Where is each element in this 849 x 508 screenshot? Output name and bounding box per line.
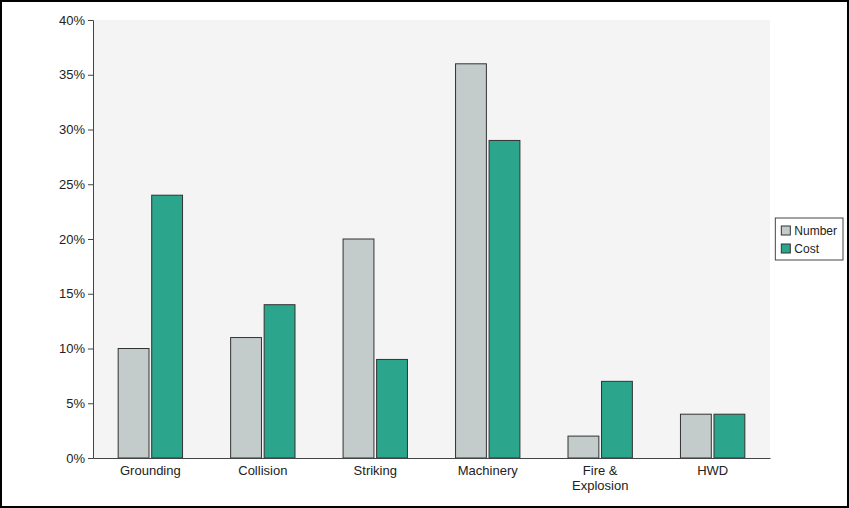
x-tick-label: Striking (354, 463, 397, 478)
y-tick-mark (88, 75, 93, 76)
y-tick: 20% (59, 232, 93, 247)
legend-box (775, 218, 843, 260)
bar (343, 239, 374, 458)
x-tick: Machinery (458, 463, 518, 478)
y-tick: 5% (66, 396, 93, 411)
bar (152, 195, 183, 458)
bar (377, 359, 408, 458)
y-tick-mark (88, 458, 93, 459)
bar (231, 338, 262, 458)
x-tick: Collision (238, 463, 287, 478)
y-axis: 0% 5% 10% 15% 20% 25% 30% 35% 40% (59, 13, 94, 466)
x-tick-label: HWD (697, 463, 728, 478)
y-tick-mark (88, 130, 93, 131)
y-tick: 0% (66, 451, 93, 466)
y-axis-line (88, 21, 94, 459)
y-tick-label: 20% (59, 232, 85, 247)
plot: 0% 5% 10% 15% 20% 25% 30% 35% 40% Grounding Collis… (59, 13, 771, 493)
x-tick: Grounding (120, 463, 181, 478)
plot-background (93, 20, 770, 458)
x-axis-line (94, 458, 771, 459)
x-tick-label: Collision (238, 463, 287, 478)
y-tick-mark (88, 184, 93, 185)
x-tick-label: Fire &Explosion (572, 463, 628, 492)
y-tick-label: 15% (59, 286, 85, 301)
legend-item: Cost (781, 242, 819, 256)
bar (602, 381, 633, 458)
chart: 0% 5% 10% 15% 20% 25% 30% 35% 40% Grounding Collis… (0, 0, 849, 508)
y-tick-label: 10% (59, 341, 85, 356)
bar (680, 414, 711, 458)
x-tick-label: Machinery (458, 463, 518, 478)
y-tick: 15% (59, 286, 93, 301)
x-axis: Grounding Collision Striking Machinery Fire … (94, 459, 771, 493)
x-tick-label-line: Explosion (572, 478, 628, 493)
y-tick: 25% (59, 177, 93, 192)
x-tick: Fire &Explosion (572, 463, 628, 492)
y-tick-label: 30% (59, 122, 85, 137)
bar (714, 414, 745, 458)
legend-label: Number (794, 224, 837, 238)
legend-item: Number (781, 224, 837, 238)
y-tick: 40% (59, 13, 93, 28)
x-tick-label-line: Fire & (583, 463, 618, 478)
bar (264, 305, 295, 458)
legend-swatch (781, 244, 790, 253)
y-tick: 35% (59, 67, 93, 82)
bar (456, 64, 487, 458)
y-tick-mark (88, 294, 93, 295)
y-tick-mark (88, 239, 93, 240)
x-tick: Striking (354, 463, 397, 478)
y-tick-mark (88, 349, 93, 350)
x-tick-label: Grounding (120, 463, 181, 478)
y-tick-mark (88, 20, 93, 21)
bar (489, 140, 520, 458)
y-tick: 10% (59, 341, 93, 356)
legend-label: Cost (794, 242, 819, 256)
x-tick: HWD (697, 463, 728, 478)
y-tick-label: 25% (59, 177, 85, 192)
bar (568, 436, 599, 458)
bar (118, 349, 149, 459)
y-tick-label: 40% (59, 13, 85, 28)
legend: Number Cost (775, 218, 843, 260)
y-tick-mark (88, 403, 93, 404)
bars (118, 64, 745, 458)
frame (1, 1, 848, 507)
y-tick-label: 35% (59, 67, 85, 82)
legend-swatch (781, 226, 790, 235)
y-tick: 30% (59, 122, 93, 137)
y-tick-label: 5% (66, 396, 85, 411)
y-tick-label: 0% (66, 451, 85, 466)
